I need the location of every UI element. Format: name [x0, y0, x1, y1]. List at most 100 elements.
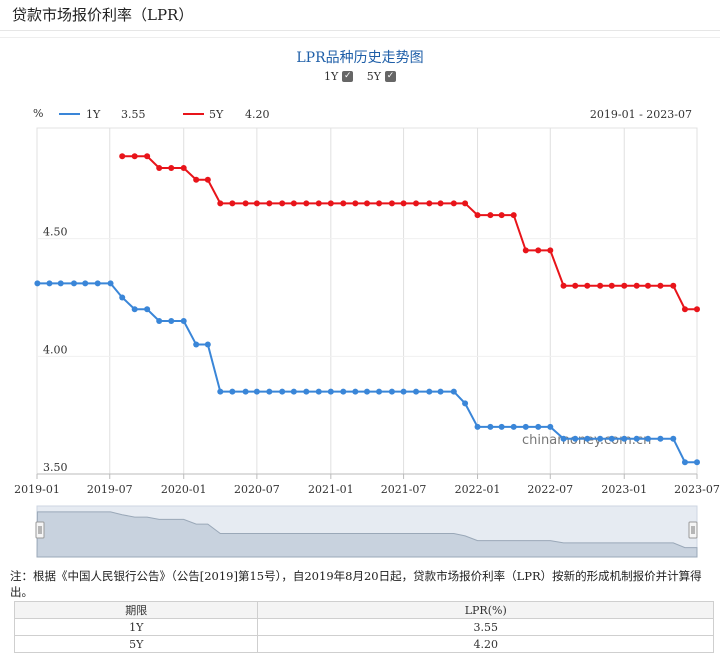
toggle-1y-checkbox[interactable]: ✓ — [342, 71, 354, 82]
series-toggles: 1Y ✓ 5Y ✓ — [0, 70, 720, 83]
data-point-1y — [681, 459, 688, 466]
data-point-5y — [315, 200, 322, 207]
data-point-5y — [217, 200, 224, 207]
toggle-5y-label: 5Y — [366, 70, 382, 83]
table-header-row: 期限 LPR(%) — [13, 601, 714, 619]
data-point-1y — [498, 423, 505, 430]
data-point-5y — [657, 282, 664, 289]
x-tick-label: 2022-07 — [527, 483, 573, 496]
data-point-5y — [400, 200, 407, 207]
data-point-5y — [535, 247, 542, 254]
title-divider — [0, 30, 720, 31]
table-row: 5Y 4.20 — [13, 635, 714, 653]
data-point-5y — [510, 212, 517, 219]
x-tick-label: 2021-07 — [381, 483, 427, 496]
data-point-1y — [279, 388, 286, 395]
toggle-1y[interactable]: 1Y ✓ — [323, 70, 354, 83]
data-point-5y — [547, 247, 554, 254]
legend-1y-label: 1Y — [86, 108, 101, 121]
data-point-1y — [180, 318, 187, 325]
data-point-1y — [462, 400, 469, 407]
data-point-1y — [450, 388, 457, 395]
data-point-1y — [34, 280, 41, 287]
toggle-5y[interactable]: 5Y ✓ — [366, 70, 397, 83]
data-point-5y — [266, 200, 273, 207]
lpr-line-chart: % 1Y 3.55 5Y 4.20 2019-01 - 2023-07 chin… — [14, 107, 720, 558]
data-point-1y — [670, 435, 677, 442]
data-point-1y — [303, 388, 310, 395]
legend-5y-value: 4.20 — [245, 108, 270, 121]
data-point-1y — [694, 459, 700, 466]
data-point-1y — [193, 341, 200, 348]
data-point-5y — [437, 200, 444, 207]
data-point-1y — [46, 280, 53, 287]
data-point-5y — [376, 200, 383, 207]
data-point-1y — [315, 388, 322, 395]
data-point-1y — [608, 435, 615, 442]
y-tick-label: 4.00 — [43, 343, 68, 356]
data-point-1y — [352, 388, 359, 395]
data-point-5y — [426, 200, 433, 207]
data-point-1y — [253, 388, 260, 395]
table-cell-term: 1Y — [13, 618, 259, 636]
data-point-1y — [400, 388, 407, 395]
toggle-1y-label: 1Y — [323, 70, 339, 83]
toggle-5y-checkbox[interactable]: ✓ — [385, 71, 397, 82]
data-point-1y — [144, 306, 151, 313]
table-cell-rate: 4.20 — [257, 635, 714, 653]
navigator-right-handle[interactable] — [688, 521, 698, 539]
data-point-5y — [633, 282, 640, 289]
data-point-1y — [119, 294, 126, 301]
x-tick-label: 2023-07 — [674, 483, 720, 496]
footnote: 注：根据《中国人民银行公告》（公告[2019]第15号），自2019年8月20日… — [10, 569, 702, 599]
data-point-5y — [144, 153, 151, 160]
plot-area — [36, 127, 698, 475]
data-point-5y — [340, 200, 347, 207]
data-point-1y — [327, 388, 334, 395]
data-point-5y — [156, 165, 163, 172]
data-point-5y — [681, 306, 688, 313]
data-point-1y — [487, 423, 494, 430]
data-point-5y — [694, 306, 700, 313]
data-point-1y — [131, 306, 138, 313]
data-point-1y — [644, 435, 651, 442]
data-point-1y — [229, 388, 236, 395]
data-point-1y — [510, 423, 517, 430]
data-point-1y — [522, 423, 529, 430]
data-point-5y — [327, 200, 334, 207]
y-unit-label: % — [33, 107, 43, 120]
data-point-1y — [584, 435, 591, 442]
data-point-1y — [217, 388, 224, 395]
data-point-1y — [437, 388, 444, 395]
table-header-lpr: LPR(%) — [257, 601, 714, 619]
data-point-5y — [462, 200, 469, 207]
x-tick-label: 2023-01 — [601, 483, 647, 496]
table-cell-term: 5Y — [13, 635, 259, 653]
data-point-1y — [474, 423, 481, 430]
data-point-5y — [131, 153, 138, 160]
data-point-5y — [621, 282, 628, 289]
data-point-1y — [70, 280, 77, 287]
data-point-5y — [180, 165, 187, 172]
table-cell-rate: 3.55 — [257, 618, 714, 636]
data-point-1y — [57, 280, 64, 287]
data-point-5y — [119, 153, 126, 160]
data-point-1y — [426, 388, 433, 395]
data-point-1y — [156, 318, 163, 325]
data-point-5y — [242, 200, 249, 207]
data-point-5y — [364, 200, 370, 207]
data-point-1y — [547, 423, 554, 430]
data-point-5y — [204, 176, 211, 183]
page-title: 贷款市场报价利率（LPR） — [12, 6, 194, 24]
x-tick-label: 2020-01 — [161, 483, 207, 496]
data-point-5y — [572, 282, 579, 289]
data-point-5y — [229, 200, 236, 207]
navigator-left-handle[interactable] — [35, 521, 45, 539]
data-point-5y — [487, 212, 494, 219]
data-point-5y — [584, 282, 591, 289]
x-tick-label: 2019-01 — [14, 483, 60, 496]
data-point-5y — [608, 282, 615, 289]
data-point-1y — [204, 341, 211, 348]
data-point-5y — [253, 200, 260, 207]
navigator-series-area — [36, 511, 698, 558]
